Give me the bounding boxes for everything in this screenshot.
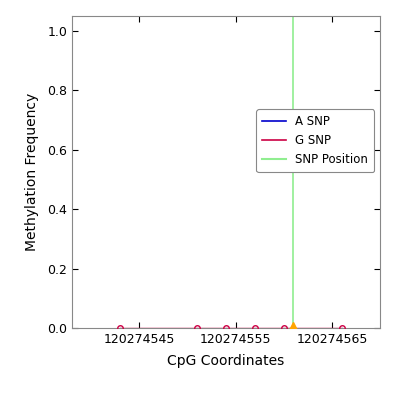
Legend: A SNP, G SNP, SNP Position: A SNP, G SNP, SNP Position (256, 109, 374, 172)
Y-axis label: Methylation Frequency: Methylation Frequency (25, 93, 39, 251)
X-axis label: CpG Coordinates: CpG Coordinates (167, 354, 285, 368)
